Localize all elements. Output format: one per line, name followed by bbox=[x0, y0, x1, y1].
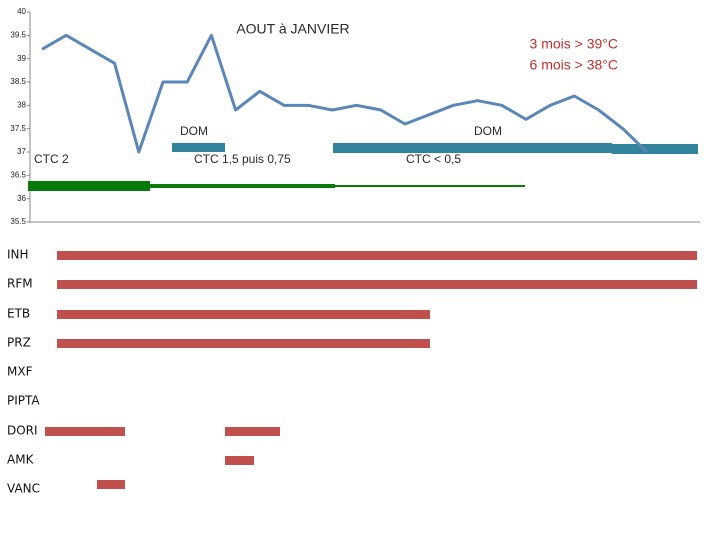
annotation: CTC 1,5 puis 0,75 bbox=[194, 152, 291, 166]
drug-label: MXF bbox=[7, 365, 33, 379]
y-tick-label: 36.5 bbox=[10, 170, 26, 179]
y-tick-label: 40 bbox=[17, 7, 26, 16]
drug-chart: INH RFM ETB PRZ MXF PIPTA DORI AMK VANC bbox=[7, 248, 697, 496]
drug-bar bbox=[57, 280, 697, 289]
drug-label: DORI bbox=[7, 424, 38, 438]
y-tick-label: 39.5 bbox=[10, 30, 26, 39]
drug-label: INH bbox=[7, 248, 29, 262]
drug-bar bbox=[57, 339, 430, 348]
annotation: CTC < 0,5 bbox=[406, 152, 461, 166]
drug-label: PRZ bbox=[7, 336, 31, 350]
y-tick-label: 37.5 bbox=[10, 124, 26, 133]
y-tick-label: 35.5 bbox=[10, 217, 26, 226]
drug-label: ETB bbox=[7, 307, 30, 321]
drug-bar bbox=[57, 310, 430, 319]
y-tick-label: 38 bbox=[17, 100, 26, 109]
dom-period bbox=[333, 143, 612, 153]
drug-label: PIPTA bbox=[7, 394, 40, 408]
dom-period bbox=[612, 144, 698, 154]
y-tick-label: 37 bbox=[17, 147, 26, 156]
annotation: 6 mois > 38°C bbox=[530, 57, 618, 73]
drug-bar bbox=[225, 427, 280, 436]
drug-label: VANC bbox=[7, 482, 40, 496]
line-series bbox=[41, 33, 649, 154]
drug-label: AMK bbox=[7, 453, 35, 467]
annotation: 3 mois > 39°C bbox=[530, 36, 618, 52]
drug-bar bbox=[45, 427, 125, 436]
y-tick-label: 39 bbox=[17, 54, 26, 63]
y-tick-label: 38.5 bbox=[10, 77, 26, 86]
dom-period bbox=[172, 143, 225, 152]
ctc-period bbox=[28, 181, 150, 191]
chart-title: AOUT à JANVIER bbox=[236, 21, 349, 37]
drug-bar bbox=[97, 480, 125, 489]
drug-bar bbox=[57, 251, 697, 260]
annotation: DOM bbox=[474, 124, 502, 138]
annotation: CTC 2 bbox=[34, 152, 69, 166]
y-tick-label: 36 bbox=[17, 194, 26, 203]
ctc-period bbox=[335, 185, 525, 187]
drug-label: RFM bbox=[7, 277, 33, 291]
drug-bar bbox=[225, 456, 254, 465]
ctc-period bbox=[150, 184, 335, 188]
annotation: DOM bbox=[180, 124, 208, 138]
